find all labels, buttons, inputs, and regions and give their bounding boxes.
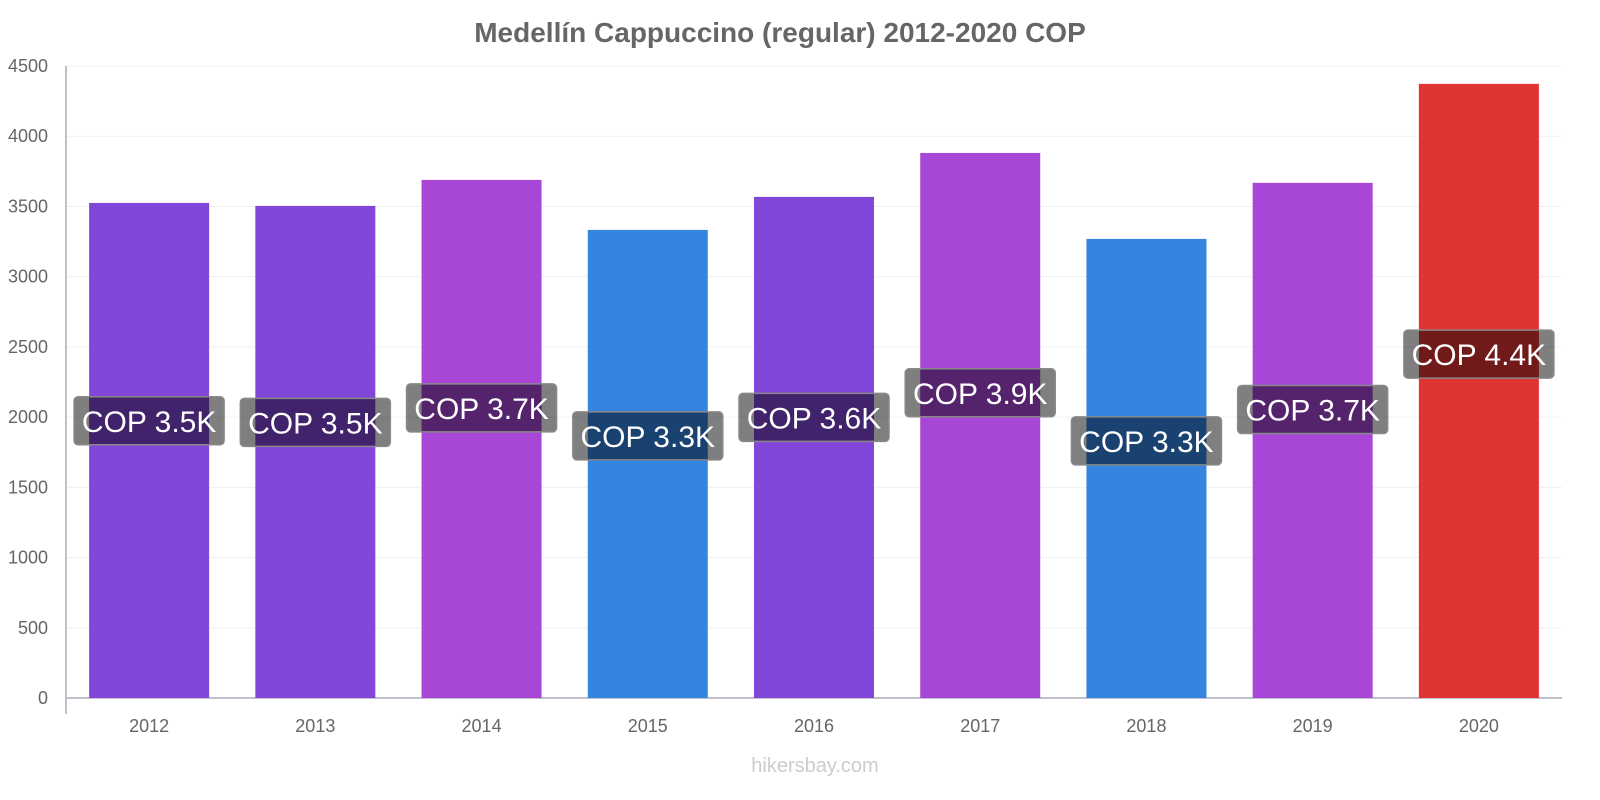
bar-2019 <box>1252 182 1373 698</box>
data-label-box <box>1403 329 1555 379</box>
bar-2016 <box>754 196 874 698</box>
y-tick-label: 1500 <box>8 477 48 497</box>
y-tick-label: 0 <box>38 688 48 708</box>
chart-title: Medellín Cappuccino (regular) 2012-2020 … <box>474 17 1086 48</box>
x-tick-label: 2020 <box>1459 716 1499 736</box>
x-tick-label: 2019 <box>1293 716 1333 736</box>
data-label: COP 3.7K <box>414 393 549 426</box>
data-label: COP 3.9K <box>913 378 1048 411</box>
data-label: COP 3.5K <box>82 406 217 439</box>
y-tick-label: 500 <box>18 618 48 638</box>
bar-2017 <box>920 152 1041 698</box>
data-label: COP 3.5K <box>248 407 383 440</box>
data-label-box <box>1070 416 1223 466</box>
y-tick-label: 2000 <box>8 407 48 427</box>
data-label-box <box>572 411 724 461</box>
data-label: COP 3.3K <box>1079 426 1214 459</box>
bar-2014 <box>421 179 542 698</box>
data-label-box <box>904 368 1056 418</box>
x-tick-label: 2012 <box>129 716 169 736</box>
data-label-box <box>405 383 558 433</box>
x-tick-label: 2018 <box>1126 716 1166 736</box>
data-label: COP 3.7K <box>1245 395 1380 428</box>
y-tick-label: 3000 <box>8 267 48 287</box>
y-tick-label: 4000 <box>8 126 48 146</box>
x-tick-label: 2014 <box>462 716 502 736</box>
data-label-box <box>239 397 392 448</box>
x-tick-label: 2013 <box>295 716 335 736</box>
data-label: COP 3.3K <box>581 421 716 454</box>
data-label: COP 3.6K <box>747 402 882 435</box>
bar-2013 <box>255 205 376 698</box>
x-tick-label: 2016 <box>794 716 834 736</box>
data-label-box <box>73 396 225 446</box>
data-label-box <box>738 392 890 443</box>
bar-2018 <box>1086 238 1207 698</box>
data-label: COP 4.4K <box>1412 339 1547 372</box>
y-tick-label: 1000 <box>8 548 48 568</box>
y-tick-label: 3500 <box>8 196 48 216</box>
y-tick-label: 2500 <box>8 337 48 357</box>
data-label-box <box>1236 384 1389 435</box>
x-tick-label: 2015 <box>628 716 668 736</box>
bar-2012 <box>89 202 210 698</box>
y-tick-label: 4500 <box>8 56 48 76</box>
watermark: hikersbay.com <box>751 755 878 777</box>
bar-2015 <box>587 229 708 698</box>
x-tick-label: 2017 <box>960 716 1000 736</box>
bar-2020 <box>1418 83 1539 699</box>
